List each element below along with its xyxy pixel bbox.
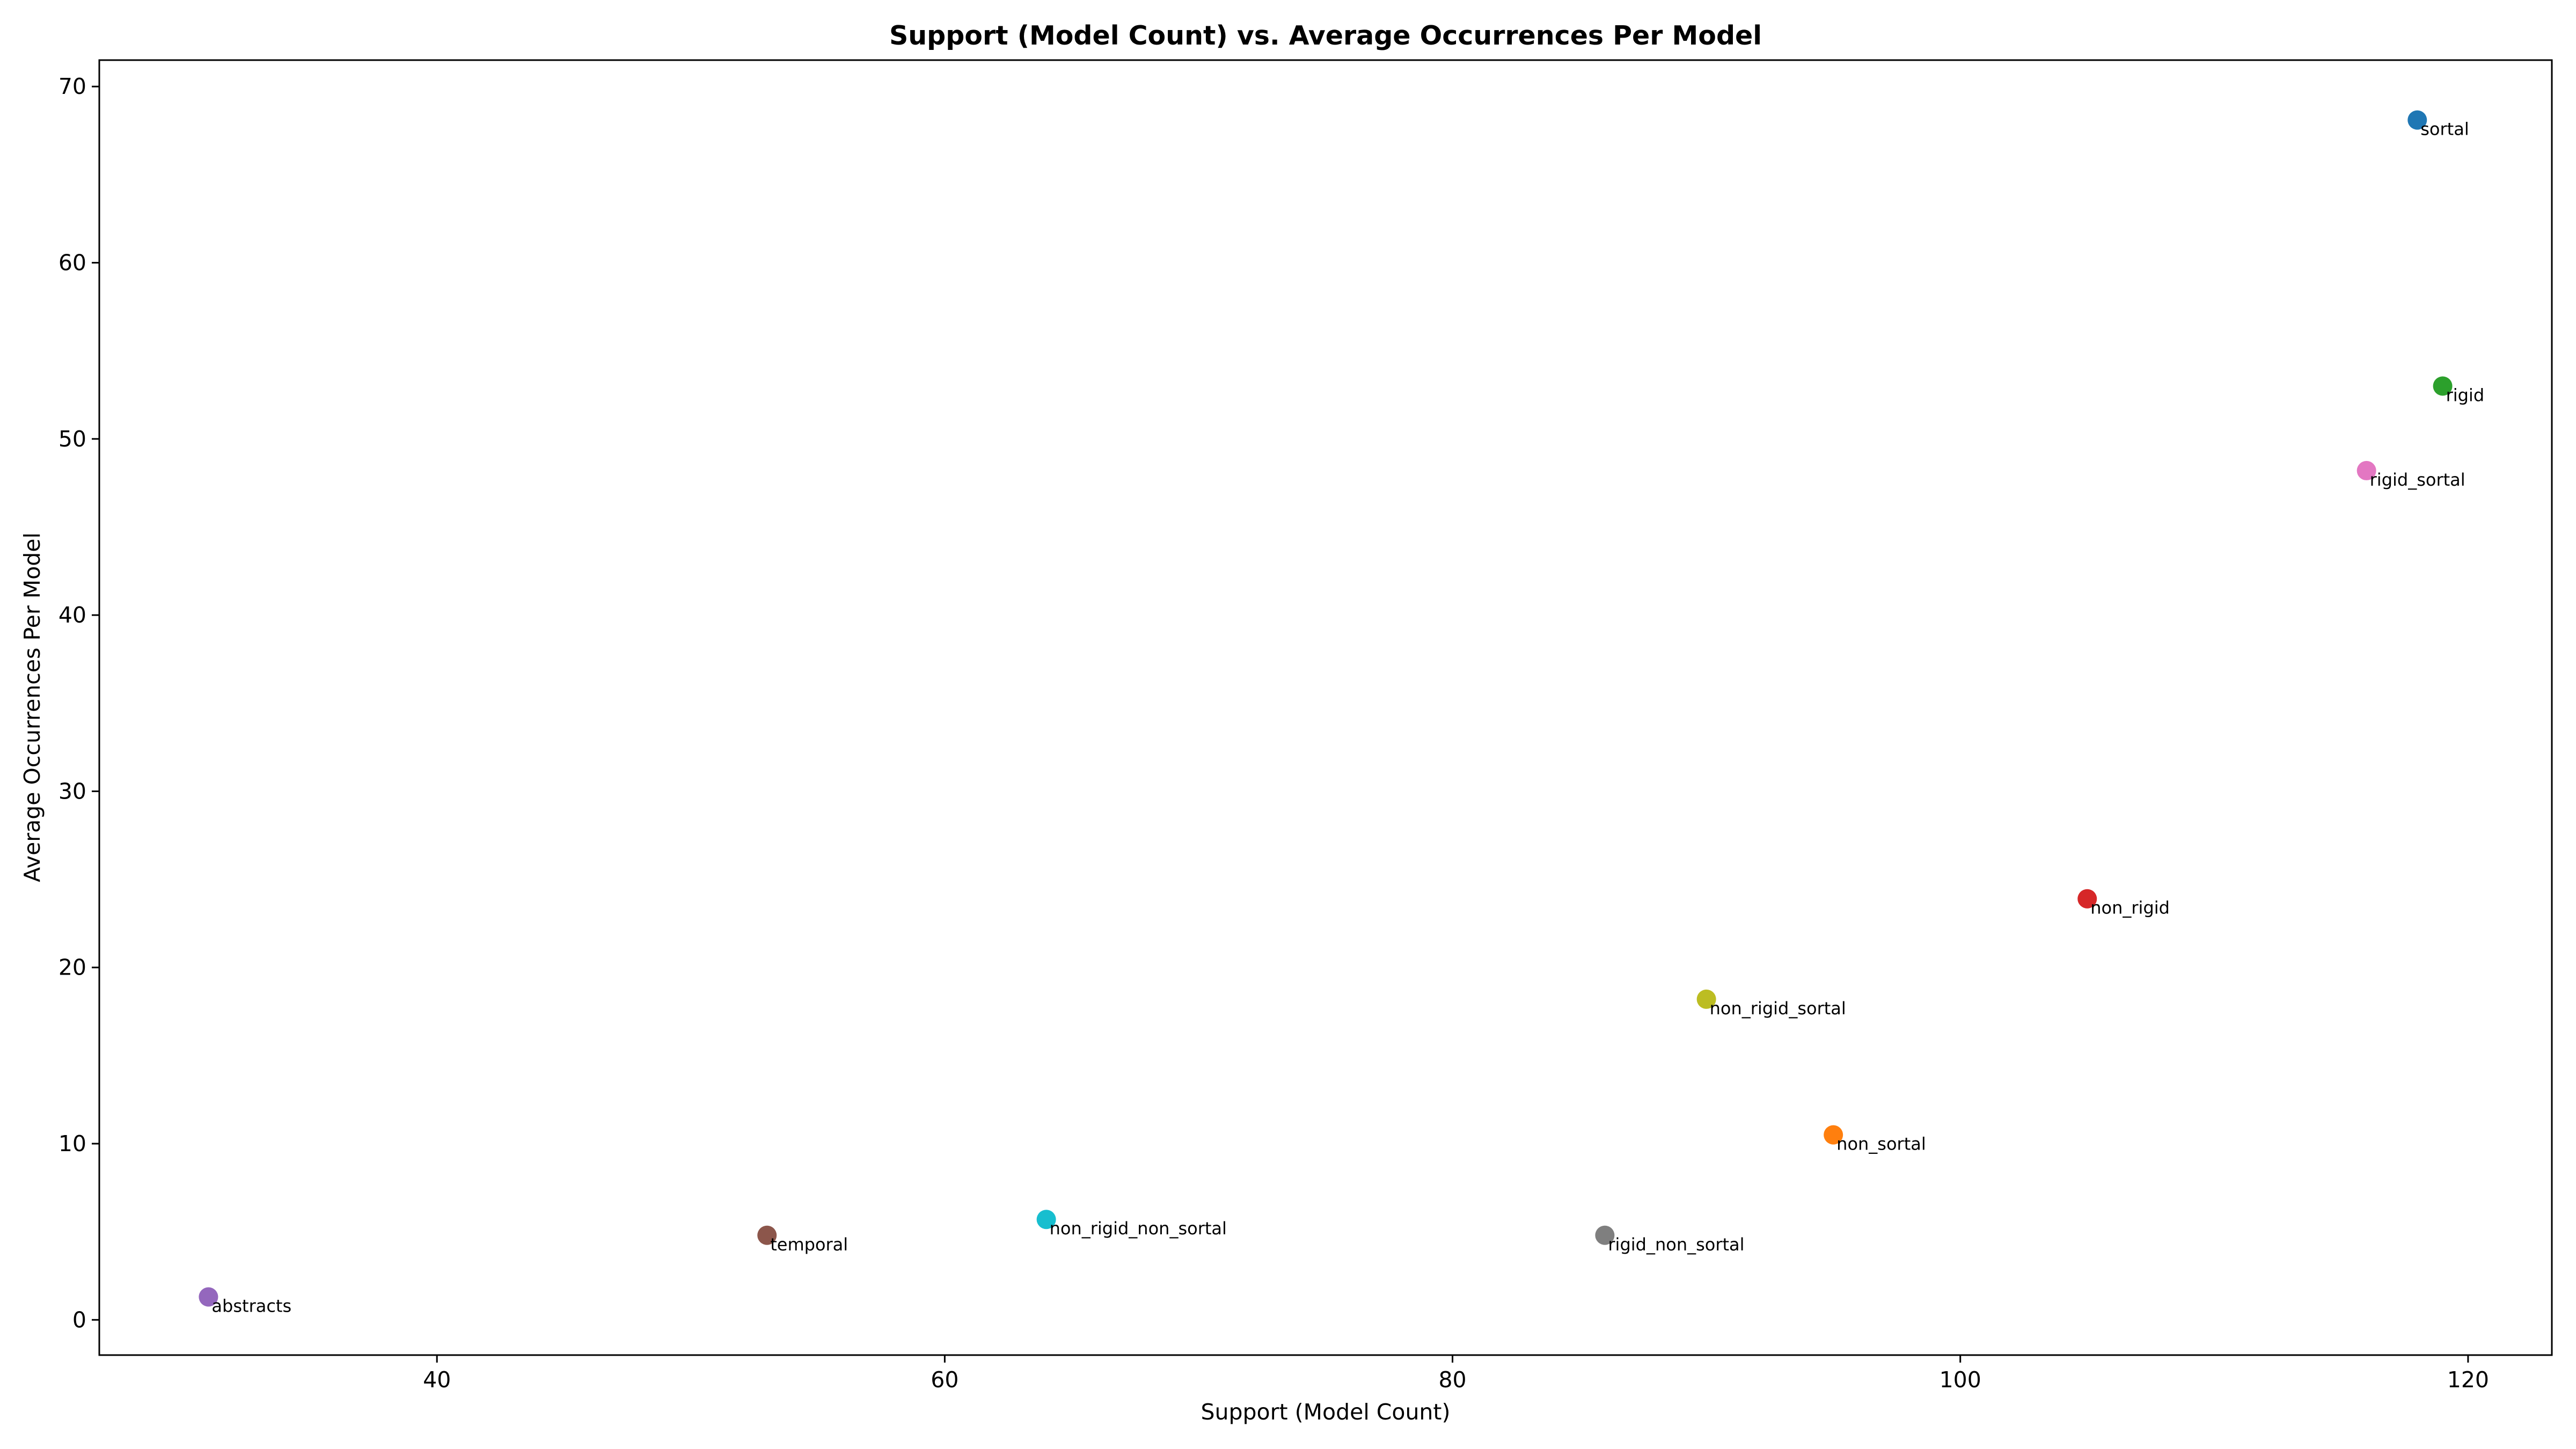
point-label: non_rigid bbox=[2090, 898, 2170, 918]
x-tick-label: 100 bbox=[1940, 1367, 1981, 1393]
data-point bbox=[2407, 110, 2427, 130]
data-point bbox=[2433, 376, 2453, 396]
point-label: sortal bbox=[2420, 119, 2469, 140]
x-tick-label: 120 bbox=[2447, 1367, 2489, 1393]
chart-title: Support (Model Count) vs. Average Occurr… bbox=[889, 20, 1762, 51]
point-label: non_rigid_non_sortal bbox=[1050, 1218, 1227, 1239]
data-point bbox=[1824, 1125, 1843, 1145]
y-tick-label: 30 bbox=[58, 778, 86, 804]
x-tick-label: 60 bbox=[931, 1367, 958, 1393]
point-label: abstracts bbox=[211, 1296, 291, 1316]
plot-frame bbox=[98, 59, 2553, 1356]
data-point bbox=[1595, 1225, 1615, 1245]
data-point bbox=[757, 1225, 777, 1245]
y-tick-label: 70 bbox=[58, 74, 86, 99]
plot-area: 40 60 80 100 120 0 10 20 30 40 50 60 70 sortal non_sor… bbox=[58, 74, 2489, 1393]
y-tick-label: 60 bbox=[58, 250, 86, 276]
data-point bbox=[2357, 460, 2376, 480]
point-label: rigid_non_sortal bbox=[1608, 1234, 1744, 1255]
y-tick-label: 0 bbox=[72, 1307, 86, 1333]
point-label: non_rigid_sortal bbox=[1710, 998, 1846, 1019]
y-tick-label: 20 bbox=[58, 955, 86, 980]
data-point bbox=[1036, 1210, 1056, 1230]
data-point bbox=[199, 1287, 218, 1307]
point-label: rigid bbox=[2446, 385, 2485, 405]
point-label: non_sortal bbox=[1836, 1134, 1926, 1154]
y-tick-label: 40 bbox=[58, 602, 86, 628]
y-tick-label: 50 bbox=[58, 426, 86, 452]
x-axis-label: Support (Model Count) bbox=[1201, 1399, 1451, 1425]
y-axis-label: Average Occurrences Per Model bbox=[19, 532, 45, 882]
data-point bbox=[1696, 989, 1716, 1009]
x-tick-label: 40 bbox=[423, 1367, 451, 1393]
data-point bbox=[2077, 889, 2097, 909]
x-tick-label: 80 bbox=[1438, 1367, 1466, 1393]
point-label: temporal bbox=[770, 1234, 848, 1255]
y-tick-label: 10 bbox=[58, 1131, 86, 1157]
point-label: rigid_sortal bbox=[2370, 470, 2465, 490]
